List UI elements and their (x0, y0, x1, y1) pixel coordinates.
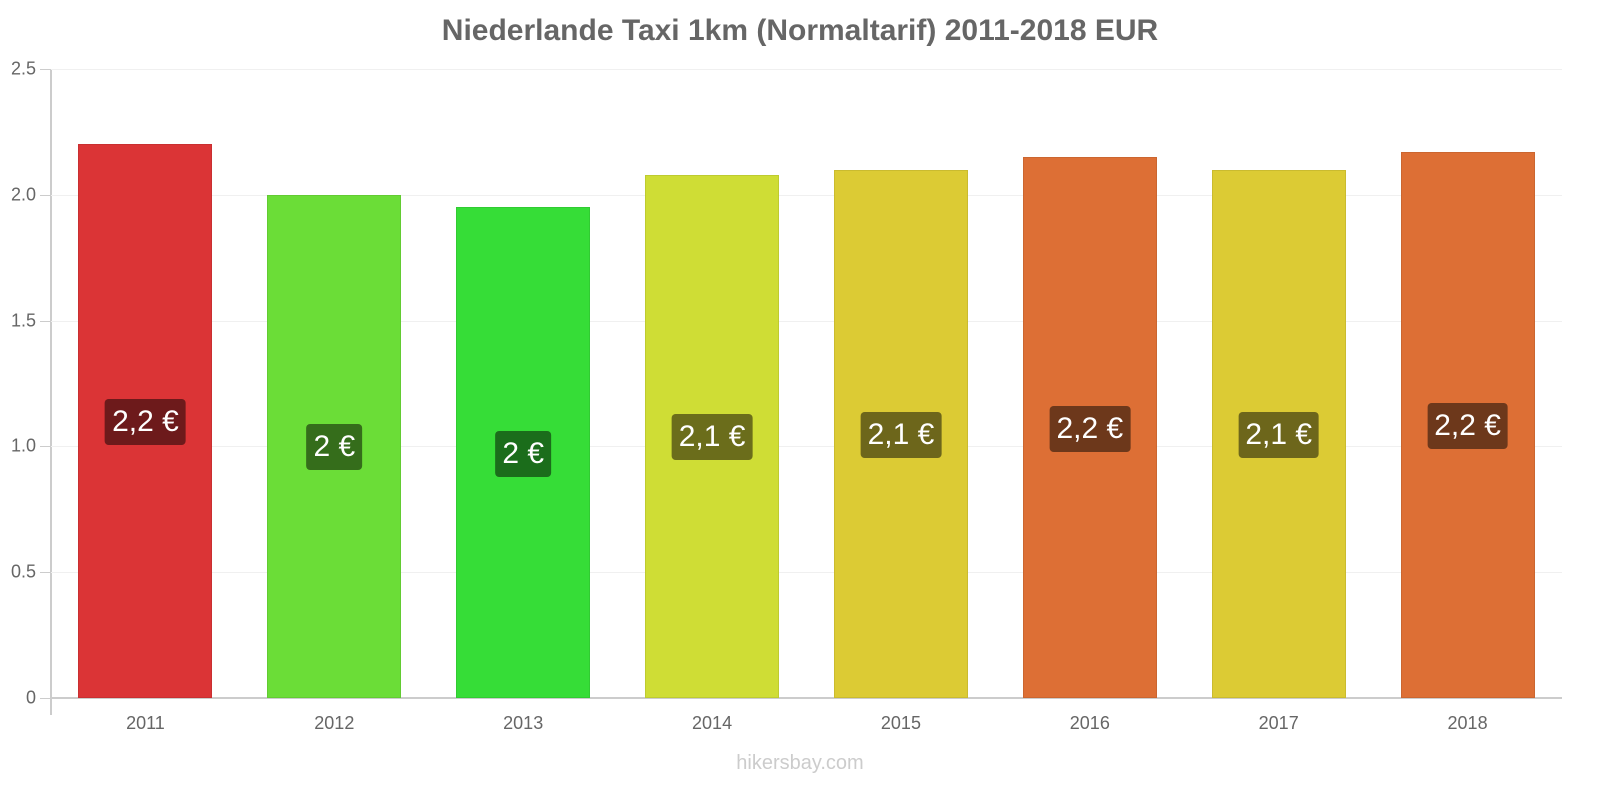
x-tick-label: 2018 (1447, 713, 1488, 733)
y-tick-label: 2.0 (10, 184, 36, 205)
gridline (51, 446, 1562, 447)
x-tick-label: 2014 (692, 713, 733, 733)
bar-value-label: 2,2 € (1049, 405, 1131, 452)
gridline (51, 69, 1562, 70)
x-tick-label: 2011 (126, 713, 165, 733)
bar-value-label: 2,2 € (105, 399, 186, 446)
bar-value-label: 2,1 € (860, 411, 942, 458)
gridline (51, 195, 1562, 196)
source-credit: hikersbay.com (736, 752, 864, 774)
gridline (51, 321, 1562, 322)
y-tick-label: 1.0 (10, 435, 36, 456)
y-tick-mark (40, 195, 50, 196)
y-tick-mark (40, 321, 50, 322)
bar-2017[interactable]: 2,1 € (1211, 169, 1346, 698)
x-tick-label: 2015 (880, 713, 921, 733)
bar-2015[interactable]: 2,1 € (833, 169, 968, 698)
bar-2018[interactable]: 2,2 € (1400, 152, 1535, 698)
bar-value-label: 2 € (495, 430, 552, 477)
chart-title: Niederlande Taxi 1km (Normaltarif) 2011-… (441, 14, 1159, 47)
bar-value-label: 2 € (306, 424, 363, 471)
x-tick-label: 2012 (314, 713, 355, 733)
bar-value-label: 2,2 € (1427, 403, 1508, 449)
bar-2011[interactable]: 2,2 € (78, 144, 213, 698)
y-tick-mark (40, 698, 50, 699)
bar-2016[interactable]: 2,2 € (1022, 157, 1157, 698)
bar-2014[interactable]: 2,1 € (645, 174, 780, 698)
y-tick-mark (40, 572, 50, 573)
y-tick-label: 2.5 (10, 58, 36, 79)
x-tick-label: 2016 (1069, 713, 1110, 733)
x-tick-label: 2013 (503, 713, 544, 733)
bar-2012[interactable]: 2 € (267, 194, 402, 698)
gridline (51, 572, 1562, 573)
x-axis-line (50, 697, 1562, 699)
x-tick-label: 2017 (1258, 713, 1299, 733)
y-tick-mark (40, 446, 50, 447)
y-tick-mark (40, 69, 50, 70)
y-axis-line (50, 69, 52, 715)
y-tick-label: 1.5 (10, 310, 36, 331)
y-tick-label: 0.5 (10, 561, 36, 582)
bar-value-label: 2,1 € (1238, 411, 1320, 458)
y-tick-label: 0 (25, 687, 36, 708)
bar-2013[interactable]: 2 € (456, 207, 591, 698)
bar-value-label: 2,1 € (671, 414, 753, 461)
